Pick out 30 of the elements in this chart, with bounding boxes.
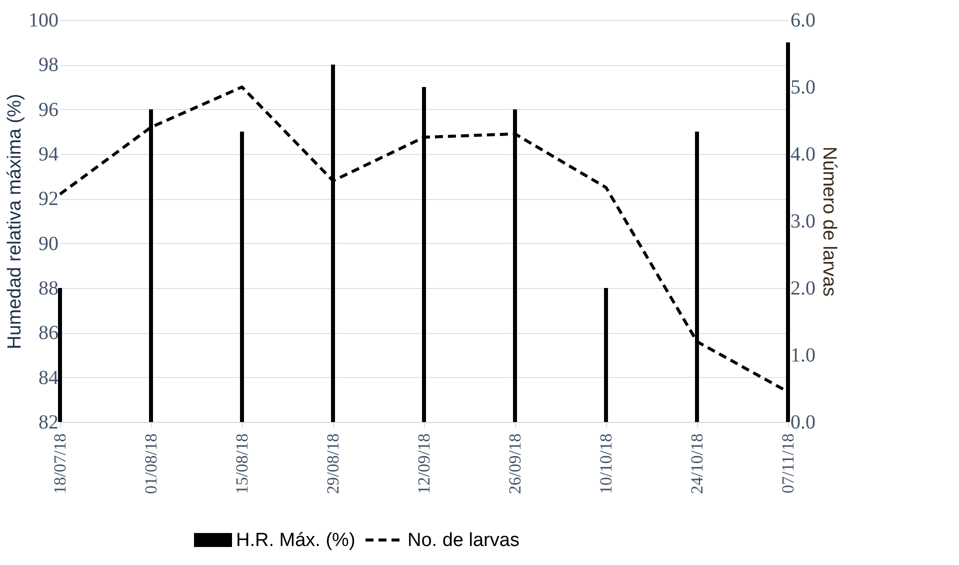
y-tick-label: 82 — [38, 412, 58, 434]
x-tick-label: 29/08/18 — [324, 434, 342, 494]
y-tick-label: 88 — [38, 278, 58, 300]
x-tick-label: 12/09/18 — [414, 434, 434, 494]
y-axis-title: Humedad relativa máxima (%) — [4, 94, 26, 350]
y-tick-label: 96 — [38, 98, 58, 121]
y-tick-label: 90 — [38, 232, 58, 255]
y2-axis-title: Número de larvas — [818, 146, 840, 296]
y-tick-label: 92 — [38, 188, 58, 210]
y2-tick-label: 6.0 — [790, 10, 816, 32]
y-tick-label: 84 — [38, 366, 58, 389]
y-tick-label: 94 — [38, 144, 58, 166]
y2-tick-label: 2.0 — [790, 278, 816, 300]
y2-tick-label: 5.0 — [790, 76, 816, 98]
x-tick-label: 24/10/18 — [688, 434, 706, 494]
y2-tick-label: 1.0 — [790, 344, 816, 366]
x-tick-label: 07/11/18 — [778, 434, 798, 494]
y-tick-label: 86 — [38, 322, 58, 344]
y2-tick-label: 3.0 — [790, 210, 816, 232]
x-tick-label: 18/07/18 — [50, 434, 70, 494]
legend-label: H.R. Máx. (%) — [236, 530, 356, 551]
x-tick-label: 15/08/18 — [232, 434, 252, 494]
x-tick-label: 01/08/18 — [142, 434, 160, 494]
y2-tick-label: 4.0 — [790, 144, 816, 166]
legend-label: No. de larvas — [408, 530, 520, 551]
y-tick-label: 100 — [28, 10, 58, 32]
y-tick-label: 98 — [38, 54, 58, 76]
x-tick-label: 26/09/18 — [506, 434, 524, 494]
y2-tick-label: 0.0 — [790, 412, 816, 434]
x-tick-label: 10/10/18 — [596, 434, 616, 494]
